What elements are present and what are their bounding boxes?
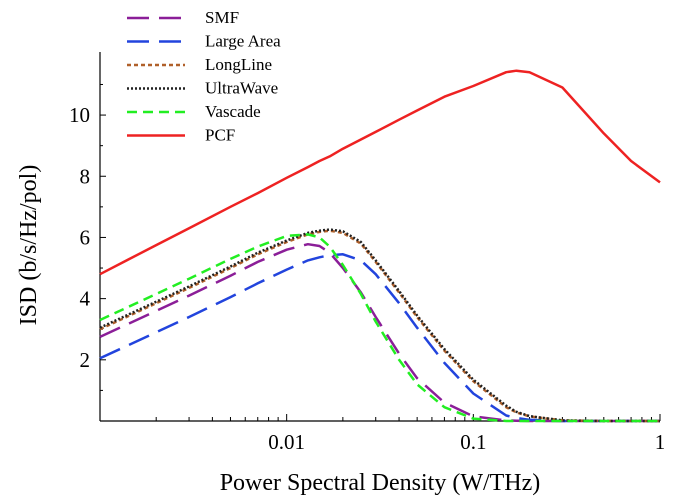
legend-label: SMF: [205, 8, 239, 27]
x-tick-label: 1: [655, 430, 666, 454]
series-line-vascade: [99, 233, 660, 423]
series-line-pcf: [99, 69, 661, 276]
y-tick-label: 8: [80, 164, 91, 188]
y-tick-label: 10: [69, 103, 90, 127]
y-tick-label: 4: [80, 287, 91, 311]
x-tick-label: 0.1: [460, 430, 486, 454]
y-tick-label: 6: [80, 225, 91, 249]
series-line-smf: [99, 242, 660, 423]
y-tick-label: 2: [80, 348, 91, 372]
ticks: 2 4 6 8 10 0.01 0.1 1: [69, 83, 666, 454]
series-line-large-area: [99, 253, 660, 423]
x-axis-label: Power Spectral Density (W/THz): [220, 470, 541, 496]
legend-label: Vascade: [205, 102, 261, 121]
axes: [99, 52, 660, 422]
legend: SMF Large Area LongLine UltraWave Vascade PCF: [127, 8, 281, 145]
legend-label: UltraWave: [205, 79, 278, 98]
legend-label: Large Area: [205, 32, 281, 51]
legend-label: PCF: [205, 126, 235, 145]
legend-label: LongLine: [205, 55, 272, 74]
series-group: [99, 69, 661, 423]
series-line-ultrawave: [99, 228, 660, 423]
x-tick-label: 0.01: [268, 430, 305, 454]
y-axis-label: ISD (b/s/Hz/pol): [16, 165, 42, 326]
